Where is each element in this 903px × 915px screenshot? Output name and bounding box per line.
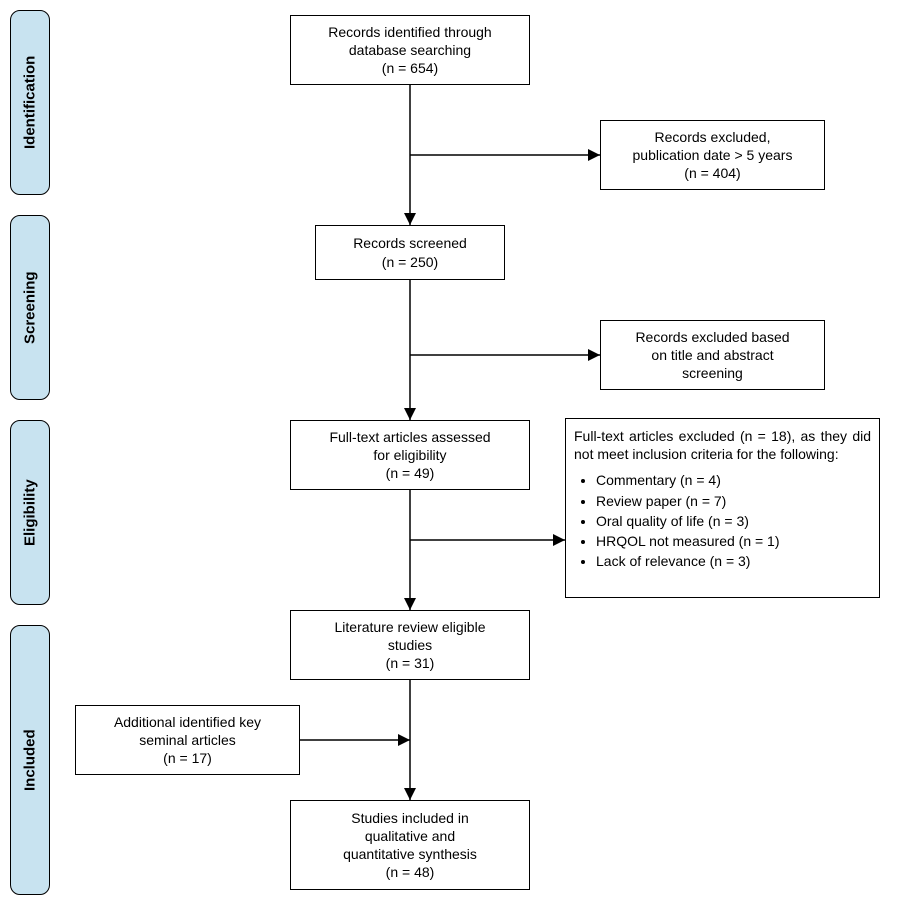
node-records-identified: Records identified through database sear… bbox=[290, 15, 530, 85]
stage-identification: Identification bbox=[10, 10, 50, 195]
exclusion-reasons-list: Commentary (n = 4) Review paper (n = 7) … bbox=[574, 469, 780, 572]
node-final-synthesis: Studies included in qualitative and quan… bbox=[290, 800, 530, 890]
stage-label-text: Eligibility bbox=[22, 479, 39, 546]
node-line: seminal articles bbox=[139, 731, 235, 749]
node-line: Records excluded, bbox=[655, 128, 771, 146]
node-line: publication date > 5 years bbox=[633, 146, 793, 164]
node-line: Full-text articles excluded (n = 18), as bbox=[574, 428, 815, 444]
list-item: HRQOL not measured (n = 1) bbox=[596, 532, 780, 550]
node-line: (n = 250) bbox=[382, 253, 438, 271]
stage-label-text: Identification bbox=[22, 56, 39, 149]
node-line: Studies included in bbox=[351, 809, 469, 827]
node-line: (n = 404) bbox=[684, 164, 740, 182]
stage-eligibility: Eligibility bbox=[10, 420, 50, 605]
list-item: Commentary (n = 4) bbox=[596, 471, 780, 489]
list-item: Review paper (n = 7) bbox=[596, 492, 780, 510]
node-line: (n = 49) bbox=[386, 464, 435, 482]
list-item: Lack of relevance (n = 3) bbox=[596, 552, 780, 570]
node-excluded-fulltext: Full-text articles excluded (n = 18), as… bbox=[565, 418, 880, 598]
node-line: Literature review eligible bbox=[335, 618, 486, 636]
node-line: Records identified through bbox=[328, 23, 491, 41]
node-line: Additional identified key bbox=[114, 713, 261, 731]
node-line: Full-text articles assessed bbox=[329, 428, 490, 446]
node-excluded-title: Records excluded based on title and abst… bbox=[600, 320, 825, 390]
node-records-screened: Records screened (n = 250) bbox=[315, 225, 505, 280]
node-line: (n = 654) bbox=[382, 59, 438, 77]
node-line: Records screened bbox=[353, 234, 467, 252]
stage-included: Included bbox=[10, 625, 50, 895]
node-line: database searching bbox=[349, 41, 471, 59]
node-fulltext-assessed: Full-text articles assessed for eligibil… bbox=[290, 420, 530, 490]
node-line: studies bbox=[388, 636, 432, 654]
node-line: quantitative synthesis bbox=[343, 845, 477, 863]
node-line: (n = 17) bbox=[163, 749, 212, 767]
stage-label-text: Included bbox=[22, 729, 39, 791]
node-additional-articles: Additional identified key seminal articl… bbox=[75, 705, 300, 775]
node-line: Records excluded based bbox=[635, 328, 789, 346]
node-eligible-studies: Literature review eligible studies (n = … bbox=[290, 610, 530, 680]
node-line: (n = 31) bbox=[386, 654, 435, 672]
node-line: for eligibility bbox=[373, 446, 446, 464]
stage-label-text: Screening bbox=[22, 271, 39, 344]
node-excluded-date: Records excluded, publication date > 5 y… bbox=[600, 120, 825, 190]
node-line: for the following: bbox=[737, 446, 839, 462]
stage-screening: Screening bbox=[10, 215, 50, 400]
node-line: on title and abstract bbox=[651, 346, 773, 364]
node-line: (n = 48) bbox=[386, 863, 435, 881]
list-item: Oral quality of life (n = 3) bbox=[596, 512, 780, 530]
node-line: screening bbox=[682, 364, 743, 382]
node-line: qualitative and bbox=[365, 827, 455, 845]
